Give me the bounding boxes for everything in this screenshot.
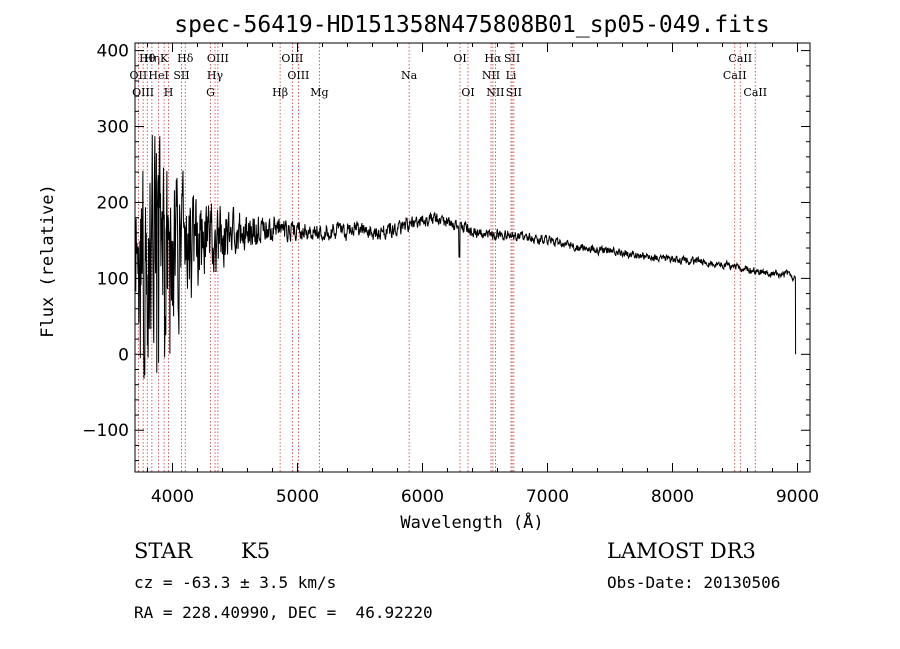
spectral-line-label: Li (506, 69, 517, 82)
y-tick-label: 200 (97, 193, 129, 213)
spectral-line-label: OIII (287, 69, 309, 82)
object-subclass: K5 (241, 539, 271, 563)
spectral-line-label: OI (453, 52, 466, 65)
plot-frame (134, 42, 811, 473)
spectral-line-label: Hδ (177, 52, 194, 65)
spectral-line-label: SII (506, 86, 522, 99)
redshift-velocity: cz = -63.3 ± 3.5 km/s (134, 573, 337, 592)
spectral-line-label: Na (401, 69, 418, 82)
spectral-line-label: CaII (743, 86, 767, 99)
spectral-line-label: Hα (484, 52, 502, 65)
x-tick-label: 7000 (526, 487, 569, 507)
spectral-line-label: Hβ (272, 86, 288, 99)
spectral-line-label: NII (486, 86, 504, 99)
y-tick-label: 300 (97, 118, 129, 138)
spectral-line-label: G (206, 86, 215, 99)
spectral-line-label: OIII (281, 52, 303, 65)
spectral-line-label: CaII (728, 52, 752, 65)
spectral-line-label: H (164, 86, 174, 99)
spectral-line-label: K (160, 52, 169, 65)
spectral-line-label: CaII (723, 69, 747, 82)
chart-title: spec-56419-HD151358N475808B01_sp05-049.f… (174, 12, 769, 38)
x-tick-label: 5000 (276, 487, 319, 507)
spectral-line-label: NII (482, 69, 500, 82)
spectral-line-label: OII (130, 69, 148, 82)
axis-ticks: 4000 5000 6000 7000 8000 9000 −100 0 100 200 300 40… (82, 42, 819, 507)
spectrum-series-line (134, 134, 797, 379)
x-tick-label: 6000 (401, 487, 444, 507)
observation-date: Obs-Date: 20130506 (607, 573, 781, 592)
survey-name: LAMOST DR3 (607, 539, 756, 563)
spectral-line-label: SII (504, 52, 520, 65)
sky-coordinates: RA = 228.40990, DEC = 46.92220 (134, 603, 433, 622)
spectral-line-label: SII (173, 69, 189, 82)
object-class: STAR (134, 539, 193, 563)
x-tick-label: 9000 (776, 487, 819, 507)
spectral-line-label: OIII (207, 52, 229, 65)
plot-area (134, 134, 797, 379)
y-tick-label: 0 (118, 345, 129, 365)
x-axis-label: Wavelength (Å) (400, 511, 543, 533)
spectral-line-label: Hη (144, 52, 160, 65)
spectral-line-label: Hγ (207, 69, 224, 82)
x-tick-label: 4000 (151, 487, 194, 507)
y-axis-label: Flux (relative) (38, 184, 58, 338)
spectral-line-label: OI (461, 86, 474, 99)
x-tick-label: 8000 (651, 487, 694, 507)
y-tick-label: 400 (97, 42, 129, 62)
y-tick-label: 100 (97, 269, 129, 289)
spectral-line-label: HeI (148, 69, 168, 82)
spectral-line-label: Mg (310, 86, 328, 99)
y-tick-label: −100 (82, 421, 129, 441)
